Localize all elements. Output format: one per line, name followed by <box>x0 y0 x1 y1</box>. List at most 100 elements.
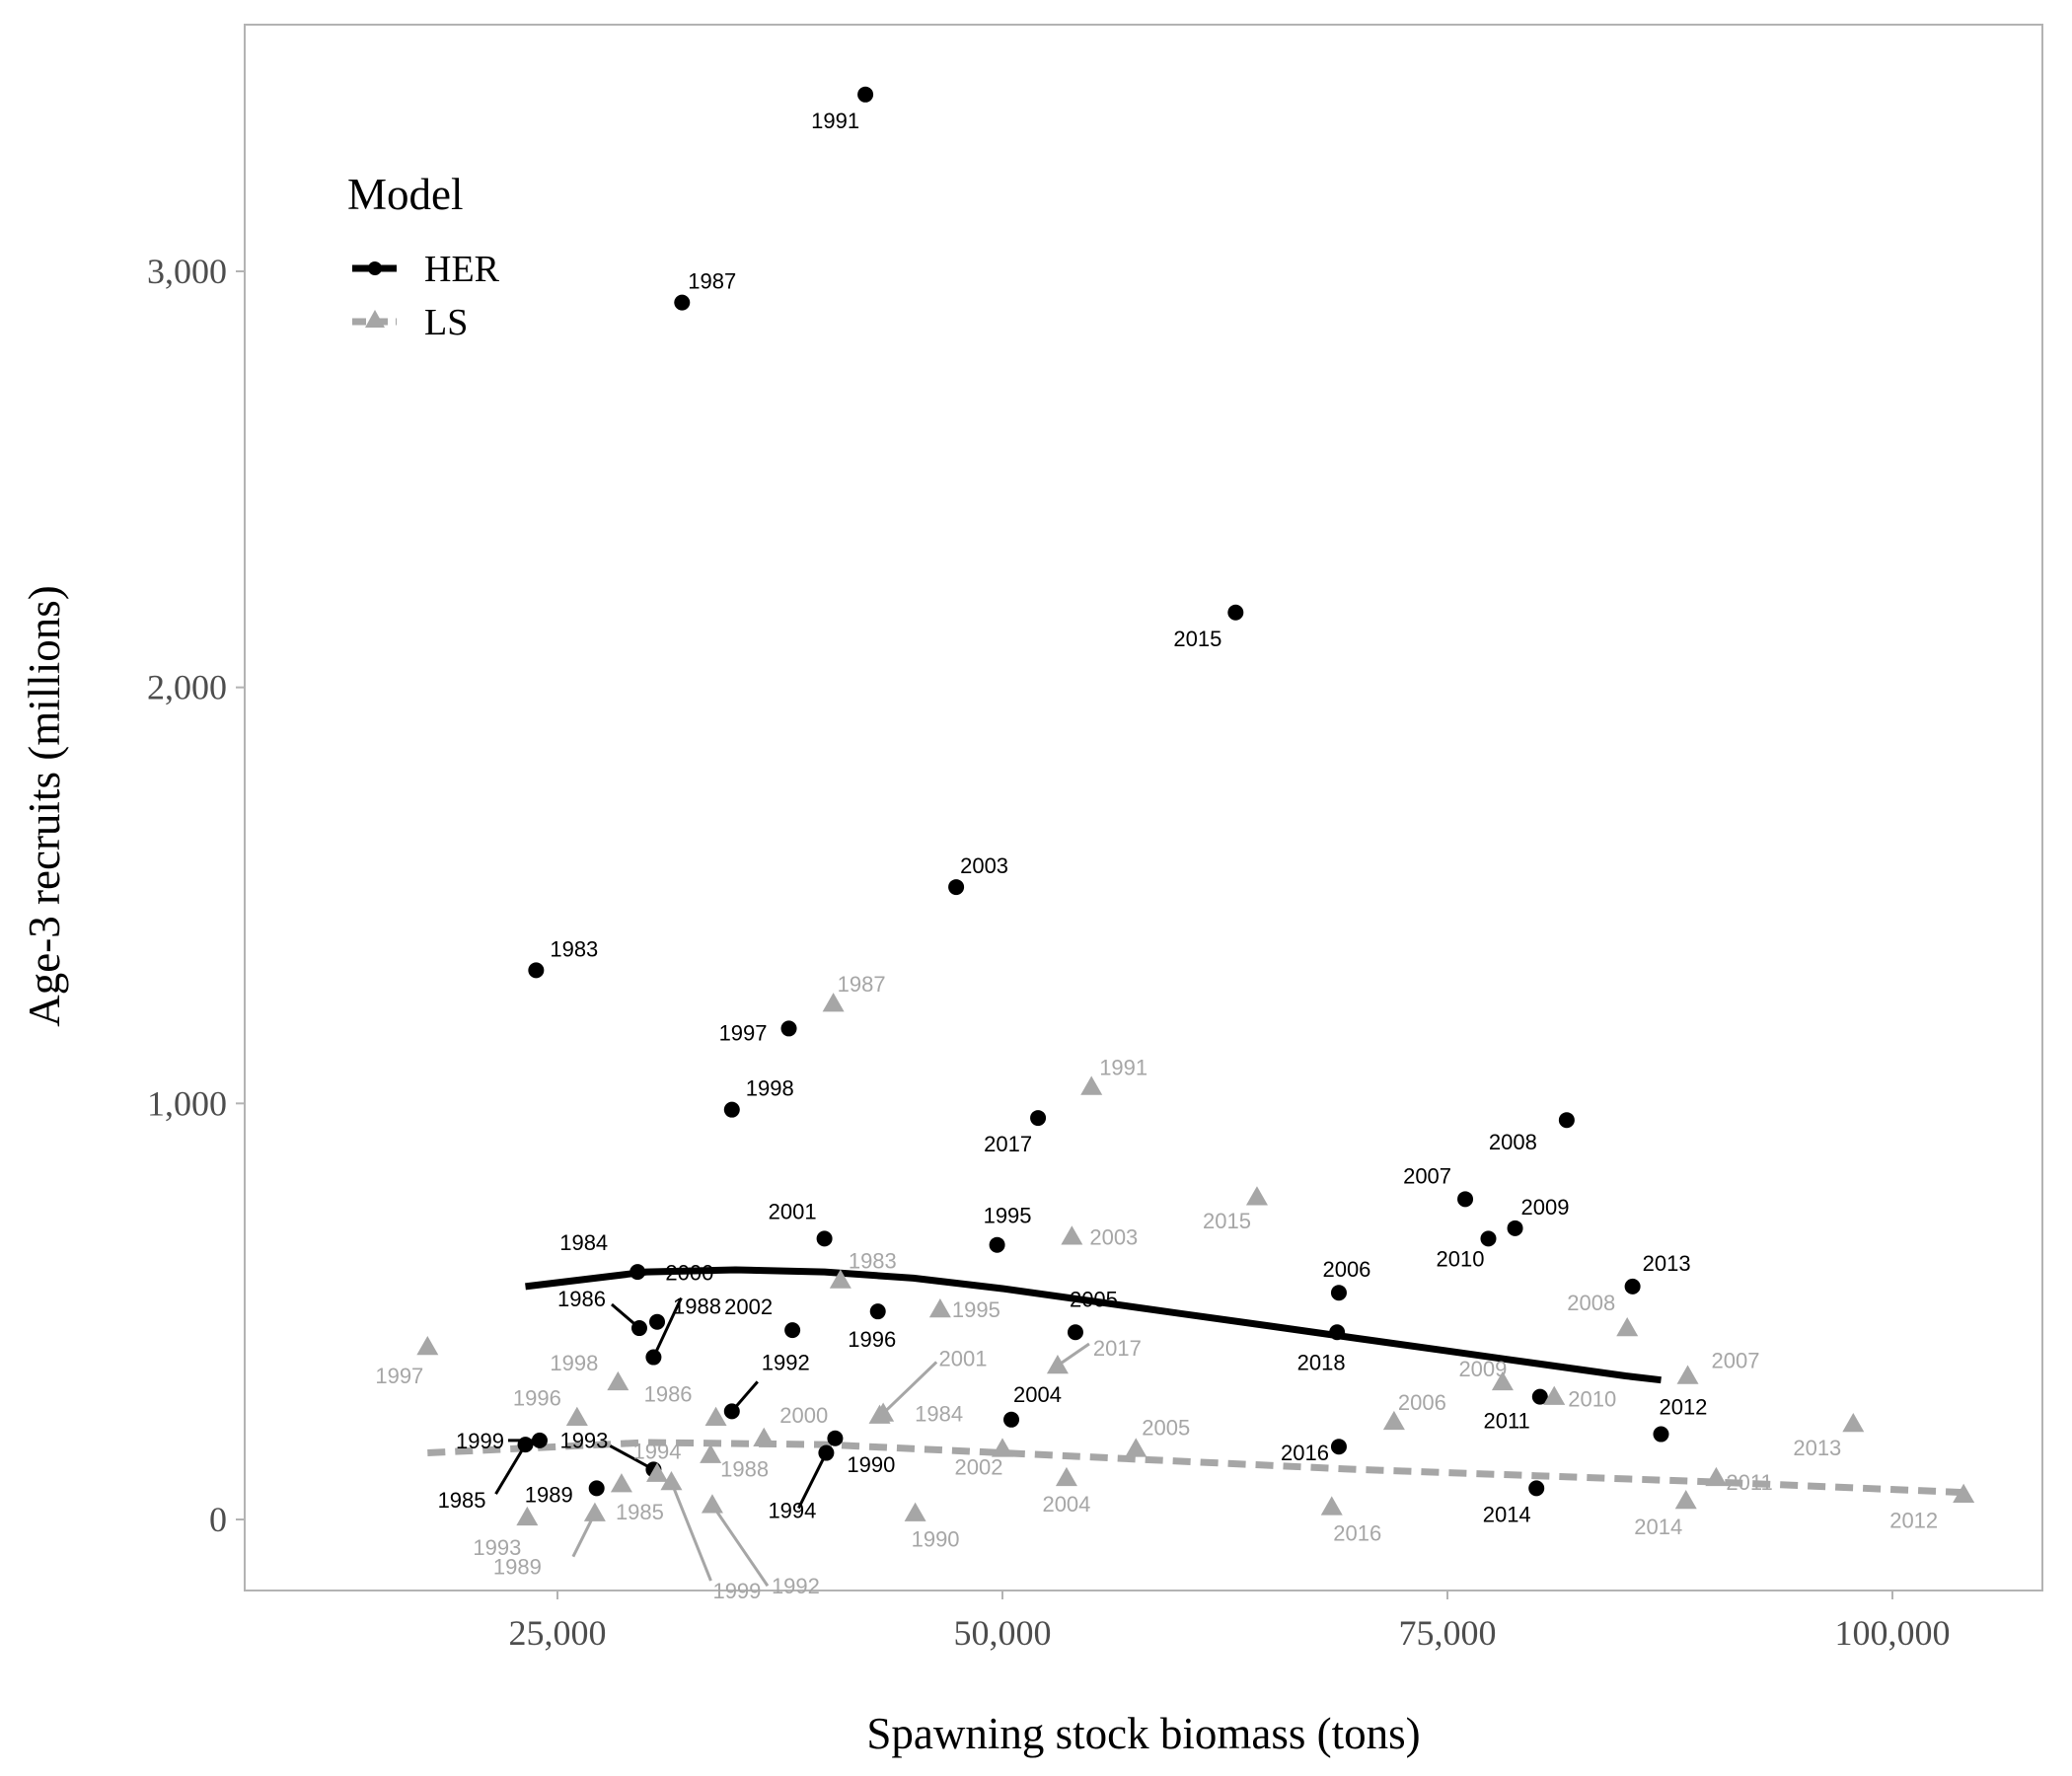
ls-label-1996: 1996 <box>513 1386 561 1411</box>
her-point-2000 <box>645 1349 662 1366</box>
her-point-1996 <box>869 1303 886 1320</box>
her-label-2017: 2017 <box>984 1132 1032 1156</box>
her-leader-2000 <box>652 1296 683 1359</box>
her-point-1983 <box>528 962 545 979</box>
her-point-2010 <box>1480 1230 1497 1247</box>
her-label-1991: 1991 <box>811 109 859 133</box>
her-label-2001: 2001 <box>769 1199 817 1223</box>
ls-point-2007 <box>1676 1365 1699 1384</box>
her-point-1990 <box>827 1430 844 1446</box>
her-point-1997 <box>780 1020 797 1037</box>
her-point-1999 <box>531 1432 548 1448</box>
x-axis: 25,000 50,000 75,000 100,000 <box>509 1591 1951 1653</box>
ls-label-1984: 1984 <box>915 1401 963 1426</box>
ls-point-2010 <box>1543 1385 1566 1405</box>
ls-label-2008: 2008 <box>1567 1291 1615 1315</box>
her-label-1984: 1984 <box>559 1230 608 1255</box>
her-point-2013 <box>1624 1278 1641 1295</box>
her-point-1984 <box>629 1264 646 1281</box>
ls-label-2002: 2002 <box>955 1454 1003 1479</box>
ls-point-2014 <box>1674 1490 1697 1510</box>
ls-label-2005: 2005 <box>1142 1415 1190 1440</box>
her-label-1992: 1992 <box>762 1350 810 1374</box>
her-label-1990: 1990 <box>847 1452 895 1477</box>
her-label-2013: 2013 <box>1643 1251 1691 1276</box>
ls-point-2001 <box>868 1404 891 1424</box>
her-point-1985 <box>517 1437 534 1453</box>
ls-label-1992: 1992 <box>772 1574 820 1598</box>
ls-fit-line <box>427 1439 1964 1497</box>
y-tick-label: 0 <box>209 1500 227 1539</box>
ls-point-1983 <box>829 1269 851 1289</box>
y-tick-label: 2,000 <box>147 668 227 707</box>
her-label-1997: 1997 <box>719 1020 768 1045</box>
her-point-2011 <box>1531 1388 1548 1405</box>
her-label-2009: 2009 <box>1521 1195 1570 1220</box>
ls-point-2009 <box>1491 1370 1514 1391</box>
her-point-1994 <box>818 1444 835 1461</box>
y-tick-label: 3,000 <box>147 252 227 291</box>
her-fit-line <box>525 1266 1662 1384</box>
ls-label-2004: 2004 <box>1042 1492 1090 1517</box>
ls-point-1988 <box>700 1443 722 1463</box>
x-tick-label: 100,000 <box>1835 1613 1951 1653</box>
plot-panel-border <box>244 24 2043 1591</box>
her-point-1992 <box>723 1403 740 1420</box>
legend: Model HER LS <box>347 170 500 343</box>
her-label-1987: 1987 <box>688 269 736 294</box>
ls-label-1985: 1985 <box>616 1500 664 1524</box>
her-point-2015 <box>1227 604 1244 621</box>
her-label-1993: 1993 <box>559 1428 608 1452</box>
her-point-2009 <box>1507 1220 1523 1236</box>
her-point-2016 <box>1330 1439 1347 1455</box>
ls-label-2011: 2011 <box>1726 1470 1772 1495</box>
x-axis-title: Spawning stock biomass (tons) <box>866 1709 1420 1758</box>
ls-label-1988: 1988 <box>720 1457 769 1482</box>
her-leader-1985 <box>494 1443 527 1495</box>
her-label-1985: 1985 <box>438 1488 486 1513</box>
ls-label-1997: 1997 <box>375 1364 423 1388</box>
her-label-1986: 1986 <box>557 1287 606 1311</box>
ls-label-2012: 2012 <box>1889 1509 1938 1533</box>
x-tick-label: 75,000 <box>1399 1613 1497 1653</box>
her-label-2004: 2004 <box>1013 1382 1062 1407</box>
ls-point-1989 <box>583 1502 606 1521</box>
her-point-2001 <box>816 1230 833 1247</box>
ls-label-2009: 2009 <box>1458 1357 1507 1381</box>
her-point-2006 <box>1330 1285 1347 1301</box>
ls-point-1995 <box>928 1298 951 1318</box>
ls-point-1994 <box>646 1462 669 1482</box>
ls-label-1994: 1994 <box>633 1440 682 1464</box>
ls-leader-2017 <box>1057 1342 1090 1368</box>
ls-label-2003: 2003 <box>1089 1224 1138 1249</box>
ls-point-2003 <box>1061 1225 1083 1245</box>
ls-point-1991 <box>1080 1075 1103 1095</box>
her-label-2010: 2010 <box>1437 1246 1485 1271</box>
point-year-labels: 1983 1984 1985 1986 1987 1988 1989 1990 1991 1992… <box>375 109 1938 1603</box>
her-point-1995 <box>989 1236 1005 1253</box>
ls-point-2000 <box>753 1427 776 1447</box>
y-axis: 0 1,000 2,000 3,000 <box>147 252 245 1539</box>
y-axis-title: Age-3 recruits (millions) <box>20 585 69 1026</box>
ls-label-1993: 1993 <box>473 1535 521 1560</box>
ls-point-1985 <box>610 1473 632 1493</box>
her-label-1988: 1988 <box>673 1295 721 1319</box>
ls-point-1996 <box>565 1406 588 1426</box>
ls-label-1987: 1987 <box>838 972 886 997</box>
ls-point-2006 <box>1382 1410 1405 1431</box>
her-point-2018 <box>1329 1324 1346 1341</box>
her-point-2003 <box>948 879 965 896</box>
x-tick-label: 50,000 <box>954 1613 1052 1653</box>
her-label-2000: 2000 <box>665 1261 713 1286</box>
ls-point-2002 <box>992 1438 1013 1457</box>
ls-label-1991: 1991 <box>1099 1055 1147 1079</box>
ls-label-2001: 2001 <box>939 1347 988 1371</box>
y-tick-label: 1,000 <box>147 1083 227 1123</box>
x-tick-label: 25,000 <box>509 1613 607 1653</box>
ls-label-2017: 2017 <box>1093 1336 1142 1361</box>
ls-label-1986: 1986 <box>644 1382 693 1407</box>
her-leader-1994 <box>797 1451 828 1510</box>
legend-her-circle-icon <box>368 261 382 275</box>
her-label-1998: 1998 <box>746 1076 794 1101</box>
